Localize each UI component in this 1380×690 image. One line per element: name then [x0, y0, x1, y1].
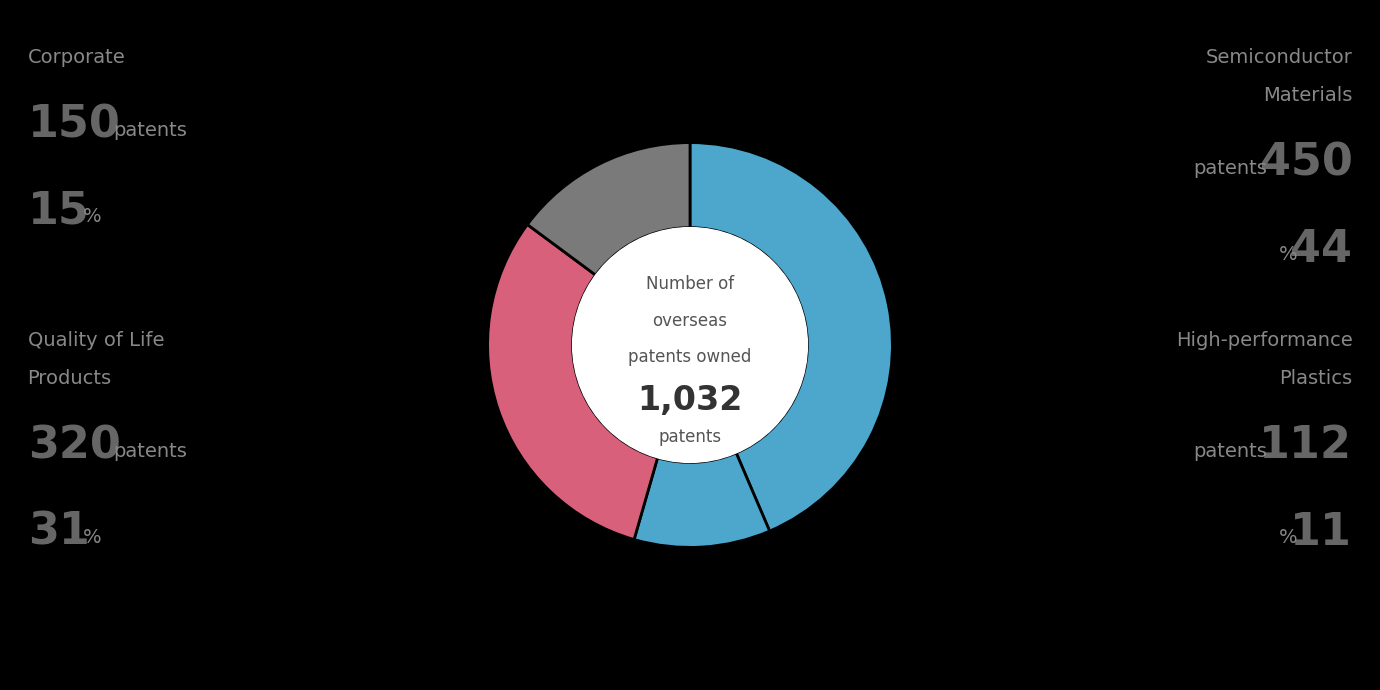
Text: patents owned: patents owned	[628, 348, 752, 366]
Text: patents: patents	[113, 442, 188, 461]
Text: Quality of Life: Quality of Life	[28, 331, 164, 351]
Wedge shape	[690, 143, 893, 531]
Text: Plastics: Plastics	[1279, 369, 1352, 388]
Wedge shape	[633, 453, 770, 547]
Text: Products: Products	[28, 369, 112, 388]
Text: 1,032: 1,032	[638, 384, 742, 417]
Text: patents: patents	[658, 428, 722, 446]
Text: %: %	[1279, 245, 1297, 264]
Text: patents: patents	[113, 121, 188, 140]
Wedge shape	[487, 224, 657, 540]
Text: Corporate: Corporate	[28, 48, 126, 68]
Text: patents: patents	[1192, 442, 1267, 461]
Text: Number of: Number of	[646, 275, 734, 293]
Text: %: %	[83, 207, 101, 226]
Text: 44: 44	[1290, 228, 1352, 270]
Text: Materials: Materials	[1263, 86, 1352, 106]
Text: 112: 112	[1260, 424, 1352, 467]
Text: 320: 320	[28, 424, 120, 467]
Text: %: %	[83, 528, 101, 547]
Text: 150: 150	[28, 104, 120, 146]
Text: 15: 15	[28, 190, 90, 233]
Text: 11: 11	[1290, 511, 1352, 553]
Text: 450: 450	[1260, 141, 1352, 184]
Text: 31: 31	[28, 511, 90, 553]
Text: High-performance: High-performance	[1176, 331, 1352, 351]
Circle shape	[573, 228, 807, 462]
Text: patents: patents	[1192, 159, 1267, 178]
Wedge shape	[527, 143, 690, 275]
Text: Semiconductor: Semiconductor	[1206, 48, 1352, 68]
Text: overseas: overseas	[653, 312, 727, 330]
Text: %: %	[1279, 528, 1297, 547]
